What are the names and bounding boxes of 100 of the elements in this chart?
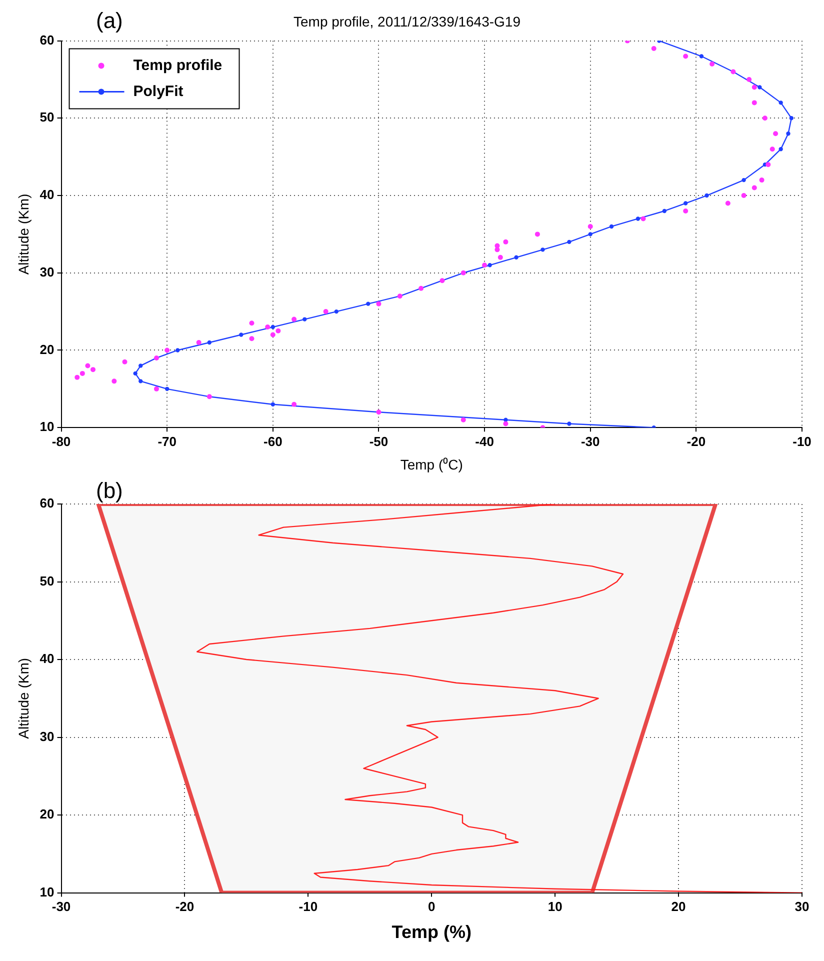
point <box>249 320 254 326</box>
text: (a) <box>96 8 123 34</box>
point <box>742 178 746 182</box>
point <box>138 379 143 384</box>
x-tick-label: -30 <box>52 899 71 914</box>
point <box>640 216 646 222</box>
point <box>567 422 572 426</box>
y-tick-label: 30 <box>40 264 54 280</box>
point <box>540 248 545 252</box>
point <box>786 132 790 136</box>
x-tick-label: -20 <box>175 899 194 914</box>
point <box>778 147 783 152</box>
y-tick-label: 50 <box>40 110 54 125</box>
x-tick-label: 20 <box>671 899 686 914</box>
point <box>196 340 202 346</box>
point <box>133 371 138 376</box>
point <box>683 54 688 59</box>
x-tick-label: -20 <box>686 434 706 449</box>
point <box>683 208 688 214</box>
legend-label: PolyFit <box>133 82 184 100</box>
point <box>773 131 778 136</box>
point <box>758 85 762 90</box>
point <box>588 232 592 236</box>
x-tick-label: -30 <box>580 434 600 449</box>
point <box>662 208 667 214</box>
point <box>651 46 656 52</box>
y-tick-label: 40 <box>40 187 54 202</box>
point <box>249 336 254 342</box>
legend-label: Temp profile <box>133 56 222 74</box>
y-tick-label: 30 <box>40 728 54 744</box>
point <box>588 224 593 229</box>
x-tick-label: 0 <box>428 899 436 914</box>
x-axis-title: Temp (%) <box>392 922 472 942</box>
x-tick-label: -10 <box>298 899 318 914</box>
point <box>609 224 614 229</box>
point <box>334 309 338 314</box>
point <box>276 328 281 334</box>
y-tick-label: 50 <box>40 573 54 588</box>
x-tick-label: 30 <box>794 899 810 914</box>
point <box>376 301 382 306</box>
y-tick-label: 10 <box>40 419 54 434</box>
point <box>112 378 117 384</box>
x-tick-label: -40 <box>475 434 494 449</box>
point <box>164 386 170 392</box>
point <box>762 116 768 121</box>
point <box>138 364 143 368</box>
y-axis-title: Altitude (Km) <box>15 194 32 275</box>
point <box>292 402 297 407</box>
point <box>270 402 275 406</box>
point <box>488 263 492 268</box>
point <box>85 363 90 368</box>
x-tick-label: 10 <box>548 899 562 914</box>
point <box>725 200 730 206</box>
y-tick-label: 60 <box>40 32 54 48</box>
point <box>482 262 488 268</box>
x-tick-label: -70 <box>158 434 176 449</box>
point <box>789 116 794 120</box>
point <box>534 232 540 237</box>
point <box>766 162 771 168</box>
point <box>759 178 764 183</box>
point <box>770 146 775 152</box>
point <box>503 421 508 426</box>
point <box>752 84 757 90</box>
point <box>746 76 752 82</box>
point <box>207 340 212 345</box>
point <box>503 239 508 244</box>
point <box>323 309 328 314</box>
x-tick-label: -10 <box>792 434 812 449</box>
point <box>74 374 80 380</box>
point <box>494 243 500 248</box>
point <box>80 370 85 376</box>
point <box>699 54 704 58</box>
y-axis-title: Altitude (Km) <box>15 658 32 739</box>
text: (b) <box>96 478 123 504</box>
x-tick-label: -80 <box>52 434 71 449</box>
chart-title: Temp profile, 2011/12/339/1643-G19 <box>293 13 521 30</box>
point <box>684 201 688 206</box>
point <box>752 185 757 190</box>
point <box>270 332 276 338</box>
y-tick-label: 20 <box>40 342 54 357</box>
x-tick-label: -50 <box>369 434 388 449</box>
point <box>239 332 244 337</box>
point <box>164 348 170 353</box>
point <box>90 367 96 372</box>
point <box>265 324 270 330</box>
x-tick-label: -60 <box>264 434 282 449</box>
point <box>270 324 275 330</box>
point <box>636 216 640 221</box>
point <box>567 240 572 244</box>
point <box>752 100 757 106</box>
point <box>154 386 159 392</box>
point <box>122 359 128 364</box>
point <box>366 302 370 306</box>
point <box>498 254 503 260</box>
point <box>504 418 508 422</box>
y-tick-label: 10 <box>40 884 54 900</box>
point <box>710 62 715 67</box>
y-tick-label: 60 <box>40 496 54 511</box>
point <box>176 348 180 352</box>
x-axis-title: Temp (⁰C) <box>400 456 463 472</box>
